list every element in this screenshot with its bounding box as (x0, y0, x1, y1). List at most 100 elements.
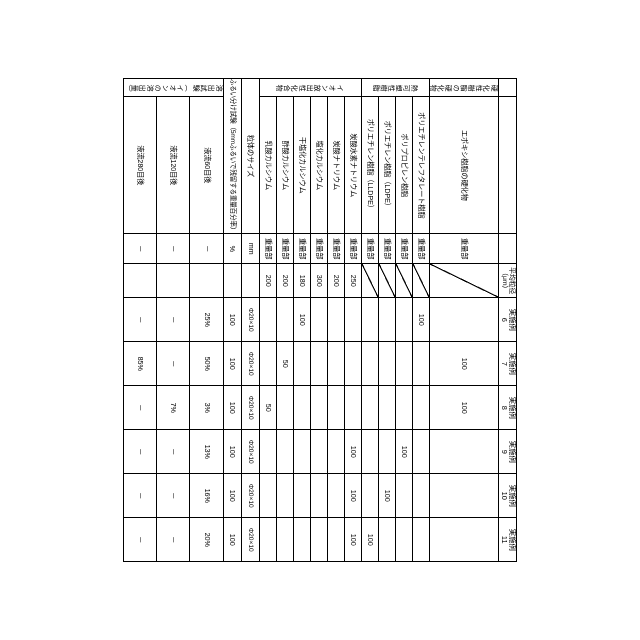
avg-blank (156, 263, 190, 298)
cell-value: Φ20×10 (241, 341, 260, 386)
cell-value (412, 385, 430, 430)
category-cured-resin-label: 硬化性樹脂の硬化物 (429, 84, 499, 92)
header-col-example-10: 実施例 10 (498, 473, 517, 518)
cell-value (293, 385, 311, 430)
cell-value (378, 517, 396, 562)
material-name: 干塩化カルシウム (293, 96, 311, 234)
cell-value (276, 473, 294, 518)
cell-value: 100 (223, 385, 242, 430)
unit-dash: － (123, 233, 157, 264)
cell-value: Φ20×10 (241, 473, 260, 518)
cell-value: － (123, 385, 157, 430)
cell-value (259, 341, 277, 386)
cell-value: 100 (429, 341, 499, 386)
table-row: 液流280目後 － － 85% － － － － (123, 78, 157, 562)
cell-value: 7% (156, 385, 190, 430)
cell-value (259, 429, 277, 474)
cell-value: 20% (189, 517, 224, 562)
table-row: ポリエチレン樹脂（LLDPE） 重量部 100 (361, 78, 379, 562)
cell-value: － (156, 297, 190, 342)
cell-value (378, 385, 396, 430)
cell-value: Φ20×10 (241, 385, 260, 430)
cell-value: 3% (189, 385, 224, 430)
cell-value (276, 385, 294, 430)
col7-line2: 7 (499, 361, 509, 366)
col10-line2: 10 (499, 491, 509, 500)
cell-value (361, 297, 379, 342)
cell-value: － (156, 429, 190, 474)
cell-value (378, 429, 396, 474)
cell-value (429, 297, 499, 342)
cell-value: 100 (344, 473, 362, 518)
unit-percent: % (223, 233, 242, 264)
table-row: イオン放出性化合物 炭酸水素ナトリウム 重量部 250 100 100 100 (259, 78, 362, 562)
col8-line2: 8 (499, 405, 509, 410)
cell-value (344, 385, 362, 430)
material-unit: 重量部 (327, 233, 345, 264)
cell-value: － (156, 341, 190, 386)
cell-value (310, 429, 328, 474)
cell-value: － (123, 297, 157, 342)
material-unit: 重量部 (378, 233, 396, 264)
cell-value (310, 517, 328, 562)
table-row: ふるい分け試験（5mmふるいで残留する重量百分率） % 100 100 100 … (223, 78, 242, 562)
cell-value: 100 (293, 297, 311, 342)
material-avg: 300 (310, 263, 328, 298)
cell-value (412, 517, 430, 562)
cell-value: 100 (361, 517, 379, 562)
cell-value (412, 429, 430, 474)
table-row: 粒体のサイズ mm Φ20×10 Φ20×10 Φ20×10 Φ20×10 Φ2… (241, 78, 260, 562)
table-row: 液流120目後 － － － 7% － － － (156, 78, 190, 562)
material-name: ポリエチレン樹脂（LDPE） (378, 96, 396, 234)
cell-value: 16% (189, 473, 224, 518)
unit-dash: － (189, 233, 224, 264)
material-name: 塩化カルシウム (310, 96, 328, 234)
material-unit: 重量部 (276, 233, 294, 264)
col10-line1: 実施例 (508, 484, 517, 507)
category-elution-test-label-line1: 溶出試験 (192, 84, 223, 92)
cell-value (310, 473, 328, 518)
cell-value (293, 517, 311, 562)
material-avg: 180 (293, 263, 311, 298)
header-col-example-7: 実施例 7 (498, 341, 517, 386)
cell-value (293, 429, 311, 474)
cell-value: 50% (189, 341, 224, 386)
material-name: ポリエチレンテレフタレート樹脂 (412, 96, 430, 234)
cell-value (378, 341, 396, 386)
cell-value (310, 297, 328, 342)
avg-blank (223, 263, 242, 298)
cell-value (259, 297, 277, 342)
cell-value (310, 385, 328, 430)
avg-label-line1: 平均粒径 (508, 267, 516, 295)
cell-value (395, 297, 413, 342)
cell-value: Φ20×10 (241, 517, 260, 562)
material-unit: 重量部 (395, 233, 413, 264)
header-corner-unit (498, 233, 517, 264)
cell-value: 100 (223, 473, 242, 518)
cell-value (361, 429, 379, 474)
cell-value (327, 297, 345, 342)
header-corner-category (498, 78, 517, 97)
material-unit: 重量部 (293, 233, 311, 264)
material-name: 酢酸カルシウム (276, 96, 294, 234)
patent-comparison-table: 平均粒径 （μm） 実施例 6 実施例 7 実施例 (122, 77, 518, 563)
table-row: 乳酸カルシウム 重量部 200 50 (259, 78, 277, 562)
cell-value (344, 341, 362, 386)
header-corner-name (498, 96, 517, 234)
material-avg: 200 (259, 263, 277, 298)
cell-value (310, 341, 328, 386)
category-ion-release-label: イオン放出性化合物 (275, 84, 345, 92)
cell-value (395, 385, 413, 430)
cell-value (293, 473, 311, 518)
table-row: 溶出試験 （イオンの溶出量） 液流60目後 － 25% 50% 3% 13% 1… (123, 78, 224, 562)
cell-value: 100 (412, 297, 430, 342)
cell-value: 100 (223, 517, 242, 562)
cell-value: － (156, 517, 190, 562)
cell-value (395, 341, 413, 386)
material-avg (412, 263, 430, 298)
cell-value: － (156, 473, 190, 518)
material-name: ポリエチレン樹脂（LLDPE） (361, 96, 379, 234)
